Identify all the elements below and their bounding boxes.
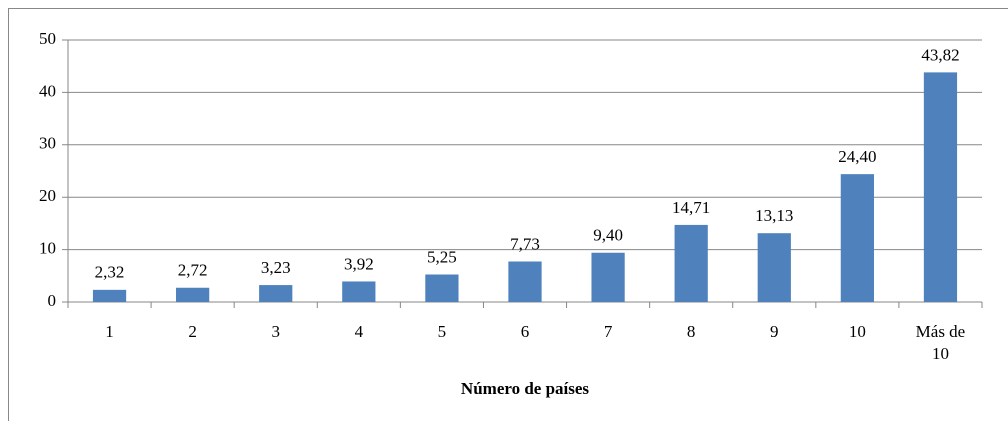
bar	[757, 233, 791, 302]
data-label: 5,25	[427, 247, 457, 266]
x-tick-label: Más de 10	[915, 322, 966, 363]
data-label: 3,23	[261, 258, 291, 277]
data-label: 3,92	[344, 254, 374, 273]
data-label: 7,73	[510, 234, 540, 253]
x-tick-label: 7	[603, 322, 613, 341]
bar	[92, 289, 127, 302]
x-tick-label: 2	[188, 322, 197, 341]
data-label: 43,82	[921, 45, 959, 64]
bar	[508, 261, 542, 302]
bar	[840, 174, 874, 302]
bar	[259, 285, 293, 302]
x-tick-label: 6	[520, 322, 530, 341]
bar	[176, 287, 210, 302]
y-tick-label: 40	[39, 81, 56, 100]
y-tick-label: 0	[48, 291, 57, 310]
data-label: 2,72	[178, 261, 208, 280]
x-tick-label: 5	[437, 322, 447, 341]
y-tick-label: 50	[39, 29, 56, 48]
x-tick-label: 1	[105, 322, 114, 341]
x-tick-label: 3	[271, 322, 280, 341]
y-tick-label: 30	[39, 134, 56, 153]
data-label: 24,40	[838, 147, 876, 166]
x-tick-label: 4	[354, 322, 364, 341]
x-axis-label: Número de países	[461, 379, 590, 398]
bar	[591, 252, 625, 302]
y-tick-label: 20	[39, 186, 56, 205]
data-label: 14,71	[672, 198, 710, 217]
x-tick-label: 8	[686, 322, 696, 341]
data-label: 9,40	[593, 226, 623, 245]
y-tick-label: 10	[39, 239, 56, 258]
chart-border	[8, 8, 1008, 421]
x-tick-label: 9	[770, 322, 779, 341]
data-label: 2,32	[95, 263, 125, 282]
bar	[342, 281, 376, 302]
bar	[674, 224, 708, 302]
bar	[923, 72, 958, 302]
data-label: 13,13	[755, 206, 793, 225]
bar	[425, 274, 459, 302]
x-tick-label: 10	[848, 322, 866, 341]
